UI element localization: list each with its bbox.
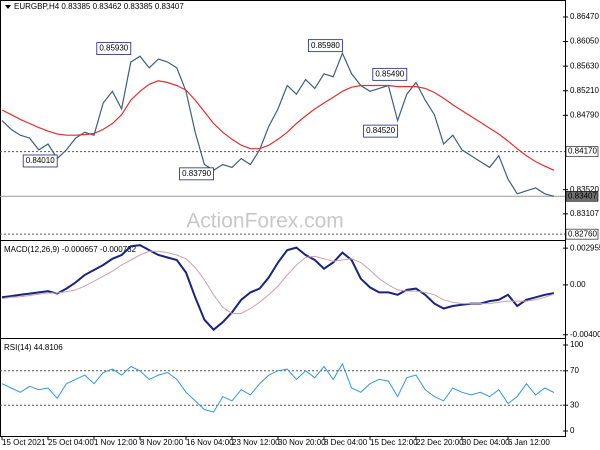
- annotation-label: 0.84520: [366, 126, 395, 135]
- level-label: 0.83407: [568, 191, 597, 200]
- x-tick-label: 1 Nov 12:00: [94, 438, 138, 447]
- y-tick-label: 0.83520: [570, 185, 599, 194]
- annotation-box: [363, 124, 399, 138]
- y-tick-label: 0.83107: [570, 209, 599, 218]
- x-tick-label: 6 Jan 12:00: [508, 438, 550, 447]
- series-line: [1, 80, 555, 171]
- plot-frame: [0, 0, 566, 437]
- series-line: [1, 250, 555, 314]
- annotation-box: [307, 39, 343, 53]
- level-label-box: [565, 228, 599, 240]
- y-tick-label: 0.00: [570, 280, 586, 289]
- annotation-label: 0.85980: [311, 41, 340, 50]
- y-tick-label: 0.84790: [570, 110, 599, 119]
- annotation-label: 0.83790: [182, 169, 211, 178]
- annotation-label: 0.85930: [99, 44, 128, 53]
- x-tick-label: 22 Dec 20:00: [416, 438, 464, 447]
- y-tick-label: 100: [570, 340, 584, 349]
- y-tick-label: -0.004009: [570, 330, 600, 339]
- x-tick-label: 15 Dec 12:00: [370, 438, 418, 447]
- y-tick-label: 0: [570, 426, 575, 435]
- y-tick-label: 0.002955: [570, 243, 600, 252]
- level-label: 0.82760: [568, 229, 597, 238]
- annotation-box: [96, 42, 132, 55]
- annotation-box: [179, 167, 215, 181]
- x-tick-label: 16 Nov 04:00: [186, 438, 234, 447]
- y-tick-label: 30: [570, 400, 579, 409]
- watermark: ActionForex.com: [186, 210, 344, 233]
- series-line: [1, 244, 555, 332]
- annotation-label: 0.84010: [26, 156, 55, 165]
- x-tick-label: 30 Dec 04:00: [462, 438, 510, 447]
- series-line: [1, 51, 555, 197]
- x-tick-label: 8 Nov 20:00: [140, 438, 184, 447]
- panel-title: RSI(14) 44.8106: [4, 343, 63, 352]
- y-tick-label: 70: [570, 366, 579, 375]
- y-tick-label: 0.85630: [570, 61, 599, 70]
- panel-title: MACD(12,26,9) -0.000657 -0.000732: [4, 245, 137, 254]
- x-tick-label: 8 Dec 04:00: [324, 438, 368, 447]
- series-line: [1, 362, 555, 413]
- symbol-marker: [5, 5, 11, 9]
- annotation-label: 0.85490: [375, 69, 404, 78]
- x-tick-label: 23 Nov 12:00: [232, 438, 280, 447]
- x-tick-label: 15 Oct 2021: [2, 438, 46, 447]
- x-tick-label: 25 Oct 04:00: [48, 438, 94, 447]
- level-label-box: [565, 190, 599, 202]
- x-tick-label: 30 Nov 20:00: [278, 438, 326, 447]
- y-tick-label: 0.86050: [570, 37, 599, 46]
- annotation-box: [22, 154, 58, 168]
- level-label: 0.84170: [568, 147, 597, 156]
- annotation-box: [372, 67, 408, 81]
- y-tick-label: 0.86470: [570, 12, 599, 21]
- panel-title: EURGBP,H4 0.83385 0.83462 0.83385 0.8340…: [14, 2, 184, 11]
- y-tick-label: 0.85210: [570, 86, 599, 95]
- level-label-box: [565, 146, 599, 157]
